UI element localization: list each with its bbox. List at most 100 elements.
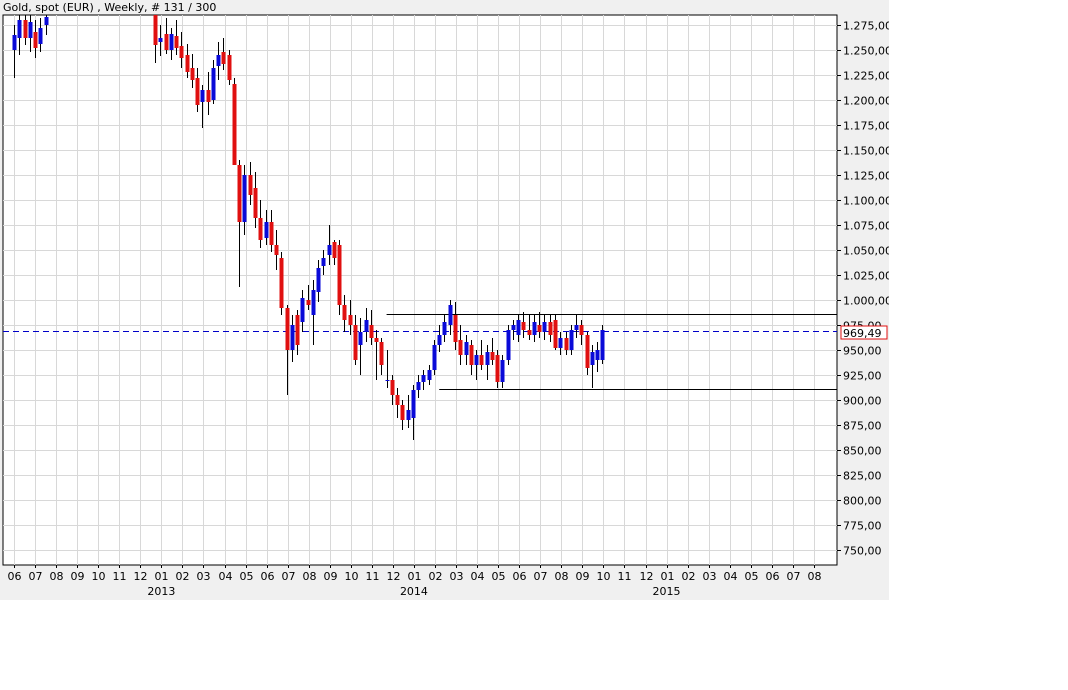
candle-body-down — [237, 165, 242, 222]
candle — [442, 315, 447, 342]
y-tick-label: 800,00 — [843, 495, 882, 508]
candle-body-down — [332, 242, 337, 258]
candle — [248, 162, 253, 205]
candle-body-down — [248, 175, 253, 195]
candle — [590, 345, 595, 388]
x-tick-label: 11 — [366, 570, 380, 583]
x-tick-label: 08 — [808, 570, 822, 583]
candle-body-down — [348, 315, 353, 325]
candle-body-down — [469, 345, 474, 365]
candle-body-up — [311, 290, 316, 315]
candle — [495, 350, 500, 388]
candle — [569, 325, 574, 355]
candle — [464, 335, 469, 365]
candle — [479, 340, 484, 370]
candle-body-down — [390, 380, 395, 395]
candle — [185, 44, 190, 78]
candle — [532, 315, 537, 342]
candle — [306, 285, 311, 310]
x-tick-label: 08 — [303, 570, 317, 583]
candle-body-down — [564, 338, 569, 350]
candle-body-down — [258, 218, 263, 240]
candle — [311, 280, 316, 345]
candle — [564, 332, 569, 355]
candle-body-up — [28, 22, 33, 38]
candle — [38, 18, 43, 52]
x-tick-label: 03 — [703, 570, 717, 583]
candle — [279, 252, 284, 315]
candle-body-up — [485, 352, 490, 365]
current-price-marker-box — [840, 325, 888, 340]
candle-body-down — [23, 20, 28, 38]
y-tick-label: 775,00 — [843, 520, 882, 533]
candle — [390, 375, 395, 405]
candle — [12, 25, 17, 78]
y-tick-label: 1.000,00 — [843, 295, 889, 308]
candle-body-up — [600, 330, 605, 360]
candle-body-up — [290, 325, 295, 350]
candle-body-up — [464, 342, 469, 355]
x-year-label: 2014 — [400, 585, 428, 598]
candle-body-down — [479, 355, 484, 365]
candle — [327, 225, 332, 265]
x-tick-label: 01 — [155, 570, 169, 583]
candle-body-up — [442, 322, 447, 335]
candle-body-up — [427, 370, 432, 380]
x-tick-label: 02 — [176, 570, 190, 583]
candle-body-down — [190, 68, 195, 80]
candle — [237, 160, 242, 287]
plot-area-background — [2, 14, 838, 566]
candle-body-down — [585, 335, 590, 368]
candle-body-down — [269, 222, 274, 245]
candle-body-down — [337, 245, 342, 305]
candle — [490, 338, 495, 365]
candle — [427, 365, 432, 385]
y-tick-label: 950,00 — [843, 345, 882, 358]
candle — [516, 315, 521, 342]
candle-body-down — [221, 52, 226, 64]
x-tick-label: 10 — [597, 570, 611, 583]
candle-body-up — [437, 335, 442, 345]
candle-body-up — [516, 320, 521, 335]
candle — [521, 312, 526, 338]
candle — [574, 315, 579, 338]
candle-body-up — [416, 382, 421, 390]
y-tick-label: 1.200,00 — [843, 95, 889, 108]
candle-body-up — [216, 55, 221, 66]
x-tick-label: 01 — [661, 570, 675, 583]
candle-body-up — [44, 17, 49, 25]
candle — [385, 350, 390, 388]
candle-body-up — [590, 352, 595, 365]
candle — [558, 332, 563, 355]
y-tick-label: 750,00 — [843, 545, 882, 558]
candle-body-up — [385, 380, 390, 381]
candle — [274, 230, 279, 270]
x-tick-label: 06 — [261, 570, 275, 583]
candle — [44, 15, 49, 35]
candle — [253, 172, 258, 228]
candle-body-up — [595, 350, 600, 360]
x-tick-label: 07 — [787, 570, 801, 583]
candle — [374, 330, 379, 380]
candle — [164, 18, 169, 54]
candle — [33, 20, 38, 58]
candle-body-down — [174, 36, 179, 48]
candle — [195, 68, 200, 112]
candle — [206, 72, 211, 115]
candle-body-up — [569, 330, 574, 350]
x-tick-label: 05 — [492, 570, 506, 583]
x-year-label: 2013 — [147, 585, 175, 598]
candle-body-up — [242, 175, 247, 222]
horizontal-lines — [3, 314, 837, 390]
candle — [342, 295, 347, 332]
candle — [395, 388, 400, 418]
candle-body-down — [232, 84, 237, 165]
candles — [12, 15, 605, 440]
y-tick-label: 1.250,00 — [843, 45, 889, 58]
candle — [416, 375, 421, 398]
candle-body-down — [153, 15, 158, 45]
x-tick-label: 01 — [408, 570, 422, 583]
candle — [511, 320, 516, 340]
candle-body-up — [17, 20, 22, 38]
current-price-marker: 969,49 — [840, 325, 888, 340]
